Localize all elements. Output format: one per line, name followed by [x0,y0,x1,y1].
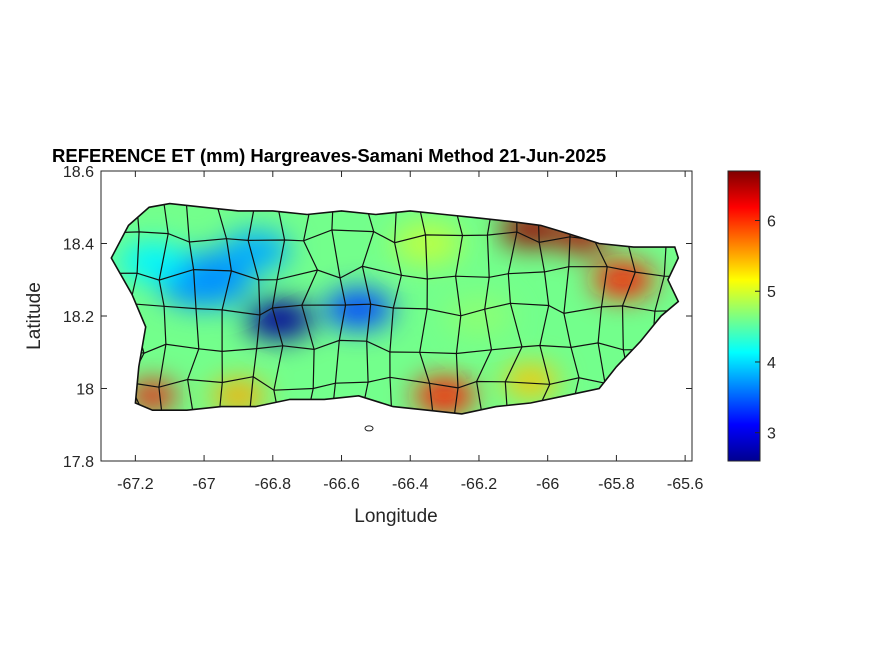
x-axis-label: Longitude [354,506,437,527]
x-tick-label: -67 [193,476,216,493]
islets [364,425,374,432]
x-tick-label: -65.8 [598,476,635,493]
municipality-boundary [111,265,679,281]
et-value-blob [128,381,177,410]
colorbar [727,170,761,462]
x-tick-label: -66.4 [392,476,429,493]
y-tick-label: 17.8 [63,454,94,471]
x-tick-label: -66.6 [323,476,360,493]
colorbar-tick-label: 5 [767,284,776,301]
y-tick-label: 18 [76,382,94,399]
et-value-blob [221,230,290,271]
y-tick-label: 18.2 [63,309,94,326]
et-value-blob [118,241,187,282]
et-value-blob [245,299,315,340]
y-tick-label: 18.6 [63,164,94,181]
x-axis-ticks: -67.2 -67 -66.8 -66.6 -66.4 -66.2 -66 -65.8 -65.… [117,171,703,493]
colorbar-tick-label: 4 [767,355,776,372]
y-axis-ticks: 17.8 18 18.2 18.4 18.6 [63,164,692,471]
x-tick-label: -66.8 [255,476,292,493]
et-value-blob [413,377,476,414]
colorbar-ticks: 3 4 5 6 [755,214,776,443]
colorbar-tick-label: 6 [767,214,776,231]
et-value-blob [592,261,655,298]
x-tick-label: -66.2 [461,476,498,493]
y-tick-label: 18.4 [63,237,94,254]
figure-title: REFERENCE ET (mm) Hargreaves-Samani Meth… [52,145,606,166]
x-tick-label: -67.2 [117,476,154,493]
y-axis-label: Latitude [24,282,45,350]
et-value-blob [503,365,558,398]
x-tick-label: -65.6 [667,476,704,493]
municipality-boundary [111,302,679,317]
et-value-blob [444,296,514,336]
islet [364,425,374,432]
x-tick-label: -66 [536,476,559,493]
coastline [110,202,680,415]
municipality-boundary [111,339,679,355]
municipality-boundary [111,376,679,391]
colorbar-tick-label: 3 [767,426,776,443]
et-value-blob [324,288,394,329]
et-value-blob [393,223,462,264]
